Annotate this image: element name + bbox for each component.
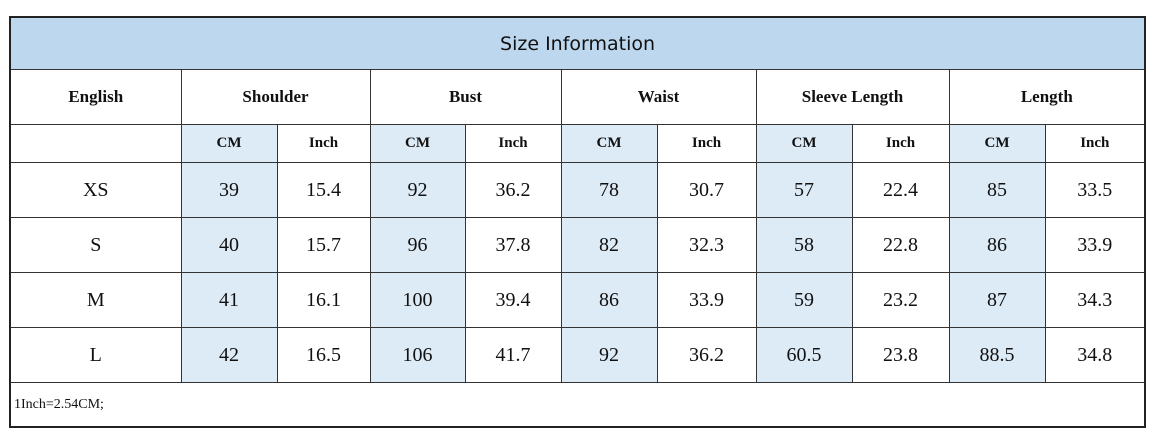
cell-value: 87 (948, 272, 1046, 328)
header-length: Length (948, 69, 1146, 125)
cell-value: 32.3 (656, 217, 757, 273)
conversion-note: 1Inch=2.54CM; (9, 382, 1146, 428)
table-row: L 42 16.5 106 41.7 92 36.2 60.5 23.8 88.… (9, 327, 1146, 383)
cell-value: 23.2 (851, 272, 950, 328)
table-row: M 41 16.1 100 39.4 86 33.9 59 23.2 87 34… (9, 272, 1146, 328)
size-label: XS (9, 162, 182, 218)
cell-value: 78 (560, 162, 658, 218)
cell-value: 92 (560, 327, 658, 383)
table-title: Size Information (9, 16, 1146, 70)
cell-value: 33.9 (656, 272, 757, 328)
unit-blank (9, 124, 182, 163)
cell-value: 41 (180, 272, 278, 328)
cell-value: 86 (560, 272, 658, 328)
cell-value: 106 (369, 327, 466, 383)
cell-value: 41.7 (464, 327, 562, 383)
unit-inch: Inch (464, 124, 562, 163)
cell-value: 22.4 (851, 162, 950, 218)
cell-value: 16.1 (276, 272, 371, 328)
cell-value: 33.5 (1044, 162, 1146, 218)
cell-value: 33.9 (1044, 217, 1146, 273)
cell-value: 36.2 (464, 162, 562, 218)
cell-value: 96 (369, 217, 466, 273)
cell-value: 23.8 (851, 327, 950, 383)
cell-value: 34.8 (1044, 327, 1146, 383)
cell-value: 58 (755, 217, 853, 273)
cell-value: 36.2 (656, 327, 757, 383)
cell-value: 40 (180, 217, 278, 273)
unit-cm: CM (948, 124, 1046, 163)
cell-value: 42 (180, 327, 278, 383)
unit-cm: CM (755, 124, 853, 163)
cell-value: 60.5 (755, 327, 853, 383)
cell-value: 30.7 (656, 162, 757, 218)
header-bust: Bust (369, 69, 562, 125)
unit-cm: CM (180, 124, 278, 163)
table-row: XS 39 15.4 92 36.2 78 30.7 57 22.4 85 33… (9, 162, 1146, 218)
size-label: M (9, 272, 182, 328)
unit-inch: Inch (656, 124, 757, 163)
cell-value: 100 (369, 272, 466, 328)
header-sleeve-length: Sleeve Length (755, 69, 950, 125)
cell-value: 88.5 (948, 327, 1046, 383)
header-shoulder: Shoulder (180, 69, 371, 125)
cell-value: 37.8 (464, 217, 562, 273)
cell-value: 86 (948, 217, 1046, 273)
size-label: L (9, 327, 182, 383)
header-waist: Waist (560, 69, 757, 125)
unit-inch: Inch (1044, 124, 1146, 163)
cell-value: 16.5 (276, 327, 371, 383)
size-label: S (9, 217, 182, 273)
cell-value: 57 (755, 162, 853, 218)
cell-value: 39 (180, 162, 278, 218)
cell-value: 15.4 (276, 162, 371, 218)
table-row: S 40 15.7 96 37.8 82 32.3 58 22.8 86 33.… (9, 217, 1146, 273)
cell-value: 34.3 (1044, 272, 1146, 328)
cell-value: 22.8 (851, 217, 950, 273)
cell-value: 85 (948, 162, 1046, 218)
unit-row: CM Inch CM Inch CM Inch CM Inch CM Inch (9, 124, 1146, 163)
cell-value: 15.7 (276, 217, 371, 273)
cell-value: 92 (369, 162, 466, 218)
cell-value: 59 (755, 272, 853, 328)
unit-cm: CM (369, 124, 466, 163)
unit-inch: Inch (276, 124, 371, 163)
header-size: English (9, 69, 182, 125)
size-table: Size Information English Shoulder Bust W… (9, 16, 1147, 428)
cell-value: 82 (560, 217, 658, 273)
cell-value: 39.4 (464, 272, 562, 328)
unit-cm: CM (560, 124, 658, 163)
header-row: English Shoulder Bust Waist Sleeve Lengt… (9, 69, 1146, 125)
unit-inch: Inch (851, 124, 950, 163)
